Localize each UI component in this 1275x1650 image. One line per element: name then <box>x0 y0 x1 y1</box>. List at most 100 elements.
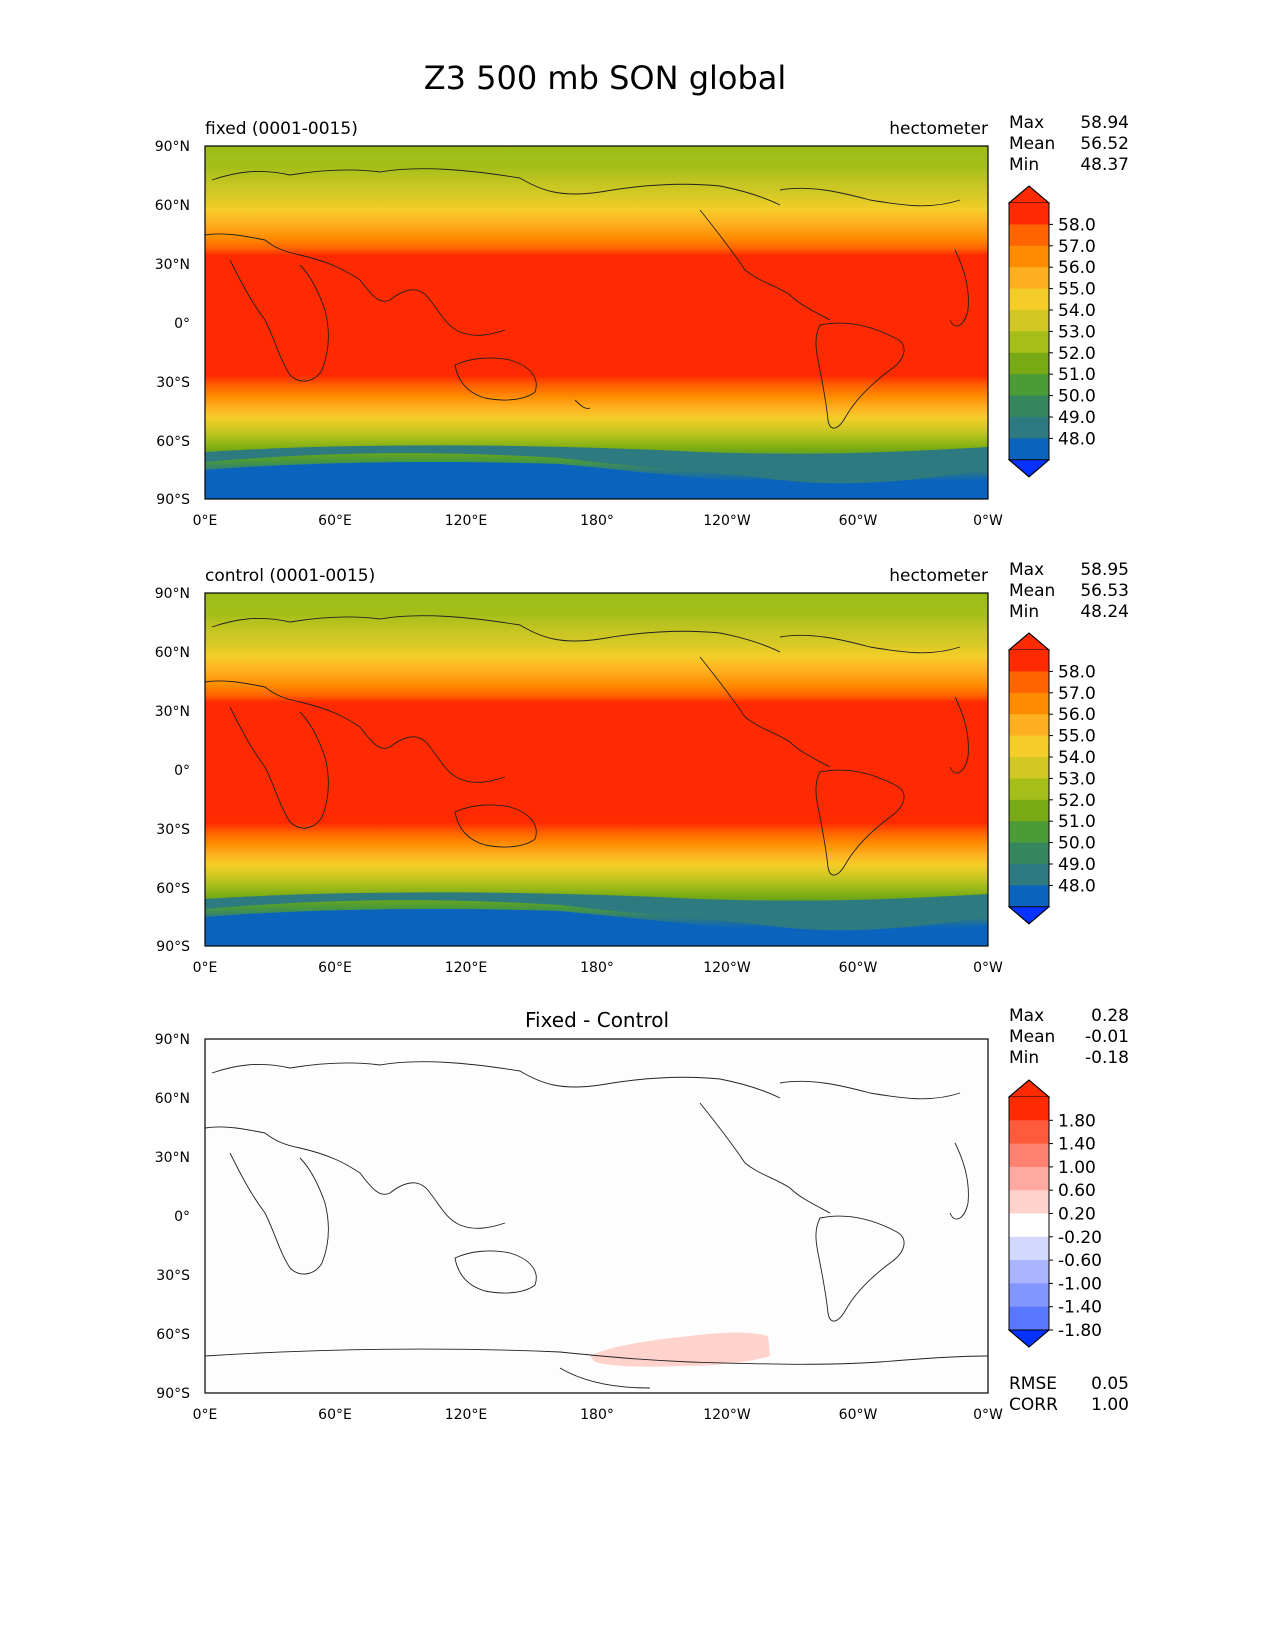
lon-tick-label: 0°W <box>973 513 1003 529</box>
colorbar-tick-label: 49.0 <box>1058 855 1096 875</box>
colorbar-band <box>1009 331 1049 354</box>
colorbar-tick-label: 57.0 <box>1058 684 1096 704</box>
stat-value: 1.00 <box>1091 1395 1129 1415</box>
lat-axis: 90°N 60°N 30°N 0° 30°S 60°S 90°S <box>155 586 190 955</box>
colorbar-tick-label: -1.80 <box>1058 1321 1102 1341</box>
stats-block: Max 58.95 Mean 56.53 Min 48.24 <box>1009 560 1129 622</box>
lon-tick-label: 120°W <box>703 513 751 529</box>
colorbar-tick-label: 55.0 <box>1058 280 1096 300</box>
lat-tick-label: 60°N <box>155 198 190 214</box>
colorbar-tick-label: 53.0 <box>1058 322 1096 342</box>
stat-label: Min <box>1009 602 1039 622</box>
colorbar-tick-label: 52.0 <box>1058 791 1096 811</box>
lon-tick-label: 120°E <box>445 960 488 976</box>
colorbar-tick-label: 1.00 <box>1058 1158 1096 1178</box>
colorbar-tick-label: 54.0 <box>1058 748 1096 768</box>
antarctic-band <box>205 445 988 484</box>
colorbar-band <box>1009 650 1049 672</box>
lat-tick-label: 90°S <box>156 939 190 955</box>
lat-tick-label: 30°N <box>155 1150 190 1166</box>
lat-tick-label: 90°S <box>156 1386 190 1402</box>
coastlines <box>204 1061 989 1389</box>
colorbar-tick-label: 54.0 <box>1058 301 1096 321</box>
stat-value: 58.94 <box>1080 113 1129 133</box>
colorbar-band <box>1009 203 1049 225</box>
panel-fixed: fixed (0001-0015) hectometer 90°N <box>155 113 1129 529</box>
stat-label: RMSE <box>1009 1374 1057 1394</box>
colorbar-tick-label: 1.80 <box>1058 1111 1096 1131</box>
colorbar-extend-max <box>1007 632 1051 651</box>
colorbar-band <box>1009 438 1049 461</box>
colorbar-tick-label: 51.0 <box>1058 365 1096 385</box>
colorbar-band <box>1009 778 1049 801</box>
colorbar-tick-label: 56.0 <box>1058 258 1096 278</box>
panel-units: hectometer <box>889 119 988 139</box>
colorbar-band <box>1009 842 1049 865</box>
colorbar-band <box>1009 671 1049 694</box>
colorbar-tick-label: 55.0 <box>1058 727 1096 747</box>
colorbar-band <box>1009 224 1049 247</box>
lon-tick-label: 60°W <box>839 960 878 976</box>
lon-tick-label: 60°W <box>839 1407 878 1423</box>
colorbar-tick-label: 52.0 <box>1058 344 1096 364</box>
lon-axis: 0°E 60°E 120°E 180° 120°W 60°W 0°W <box>193 513 1003 529</box>
lon-tick-label: 60°W <box>839 513 878 529</box>
colorbar-band <box>1009 821 1049 844</box>
colorbar-tick-label: 56.0 <box>1058 705 1096 725</box>
lat-axis: 90°N 60°N 30°N 0° 30°S 60°S 90°S <box>155 139 190 508</box>
lon-axis: 0°E 60°E 120°E 180° 120°W 60°W 0°W <box>193 960 1003 976</box>
lat-tick-label: 0° <box>174 763 190 779</box>
colorbar-extend-min <box>1007 459 1051 478</box>
lat-tick-label: 90°S <box>156 492 190 508</box>
stat-label: Mean <box>1009 134 1055 154</box>
stat-value: -0.01 <box>1085 1027 1129 1047</box>
colorbar-tick-label: 1.40 <box>1058 1135 1096 1155</box>
colorbar-band <box>1009 1143 1049 1168</box>
lat-axis: 90°N 60°N 30°N 0° 30°S 60°S 90°S <box>155 1032 190 1402</box>
colorbar-extend-max <box>1007 185 1051 204</box>
field-fill <box>205 593 988 946</box>
colorbar: 1.80 1.40 1.00 0.60 0.20 -0.20 -0.60 -1.00 -1.40… <box>1007 1079 1102 1348</box>
colorbar: 58.057.056.055.054.053.052.051.050.049.0… <box>1007 185 1096 478</box>
lon-tick-label: 60°E <box>318 513 352 529</box>
lon-tick-label: 0°W <box>973 960 1003 976</box>
map-area <box>204 592 989 947</box>
lat-tick-label: 60°S <box>156 434 190 450</box>
map-frame <box>204 592 989 947</box>
lon-tick-label: 180° <box>580 513 614 529</box>
panel-left-title: fixed (0001-0015) <box>205 119 358 139</box>
lon-tick-label: 0°E <box>193 960 218 976</box>
colorbar-tick-label: 0.20 <box>1058 1205 1096 1225</box>
coastlines <box>204 615 969 876</box>
lon-tick-label: 60°E <box>318 1407 352 1423</box>
colorbar-band <box>1009 267 1049 290</box>
stat-value: 56.52 <box>1080 134 1129 154</box>
lat-tick-label: 90°N <box>155 1032 190 1048</box>
lat-tick-label: 60°S <box>156 1327 190 1343</box>
colorbar-band <box>1009 1260 1049 1284</box>
lat-tick-label: 90°N <box>155 139 190 155</box>
colorbar-band <box>1009 1190 1049 1214</box>
stat-label: Max <box>1009 113 1044 133</box>
colorbar-band <box>1009 799 1049 822</box>
colorbar-extend-min <box>1007 906 1051 925</box>
stats-block: Max 0.28 Mean -0.01 Min -0.18 <box>1009 1006 1129 1068</box>
lat-tick-label: 60°N <box>155 645 190 661</box>
colorbar-band <box>1009 714 1049 737</box>
colorbar-tick-label: 50.0 <box>1058 387 1096 407</box>
stat-label: Mean <box>1009 581 1055 601</box>
lat-tick-label: 30°N <box>155 257 190 273</box>
colorbar-tick-label: -0.60 <box>1058 1251 1102 1271</box>
colorbar-band <box>1009 864 1049 886</box>
stat-label: Min <box>1009 155 1039 175</box>
stat-value: 56.53 <box>1080 581 1129 601</box>
lon-tick-label: 60°E <box>318 960 352 976</box>
coastlines <box>204 168 969 429</box>
field-fill <box>205 1039 988 1393</box>
lat-tick-label: 90°N <box>155 586 190 602</box>
lon-tick-label: 180° <box>580 960 614 976</box>
colorbar-extend-max <box>1007 1079 1051 1098</box>
colorbar-band <box>1009 395 1049 418</box>
colorbar-tick-label: 57.0 <box>1058 237 1096 257</box>
